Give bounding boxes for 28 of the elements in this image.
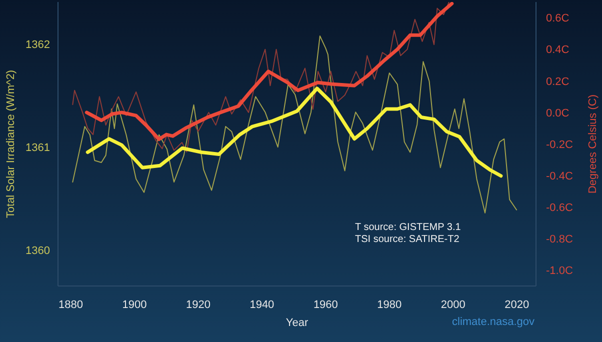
x-tick-label: 1980 [377, 298, 402, 311]
x-tick-label: 1900 [122, 298, 147, 311]
y-tick-label: 1361 [26, 142, 50, 154]
y2-tick-label: -1.0C [546, 265, 573, 278]
x-axis-title: Year [286, 317, 308, 329]
y2-tick-label: 0.0C [546, 107, 570, 120]
y-axis-title: Total Solar Irradiance (W/m^2) [4, 70, 17, 218]
text: climate.nasa.gov [452, 316, 535, 328]
x-tick-label: 1880 [58, 298, 83, 311]
x-tick-label: 2000 [440, 298, 466, 311]
y2-tick-label: -0.2C [546, 138, 573, 151]
y2-tick-label: 0.4C [546, 44, 570, 56]
line-series [72, 35, 518, 214]
y2-tick-label: -0.8C [546, 234, 573, 246]
y2-axis-title: Degrees Celsius (C) [586, 94, 599, 194]
y-tick-label: 1360 [26, 244, 50, 257]
x-tick-label: 1940 [250, 298, 274, 311]
y-tick-label: 1362 [26, 39, 50, 52]
y2-tick-label: 0.6C [546, 12, 570, 25]
annotation: T source: GISTEMP 3.1 [355, 222, 461, 233]
line-series [86, 86, 503, 178]
x-tick-label: 2020 [504, 298, 530, 311]
annotation: TSI source: SATIRE-T2 [355, 234, 460, 245]
y2-tick-label: 0.2C [546, 76, 570, 88]
y2-tick-label: -0.4C [546, 170, 573, 182]
y2-tick-label: -0.6C [546, 202, 573, 214]
x-tick-label: 1960 [313, 298, 338, 311]
x-tick-label: 1920 [186, 298, 210, 311]
